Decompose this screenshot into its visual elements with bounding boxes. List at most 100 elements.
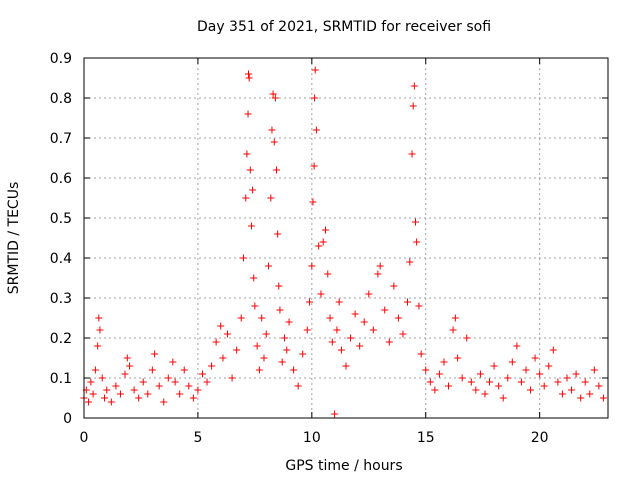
data-point [276, 306, 284, 314]
data-point [408, 150, 416, 158]
data-point [194, 386, 202, 394]
data-point [360, 318, 368, 326]
data-point [522, 366, 530, 374]
data-point [269, 90, 277, 98]
data-point [476, 370, 484, 378]
tick-layer: 0 0.1 0.2 0.3 0.4 0.5 0.6 0.7 0.8 0.9 0 5 10 15 20 [50, 51, 608, 446]
data-point [410, 82, 418, 90]
data-point [189, 394, 197, 402]
data-point [347, 334, 355, 342]
data-point [558, 390, 566, 398]
data-point [369, 326, 377, 334]
data-point [290, 366, 298, 374]
data-point [536, 370, 544, 378]
data-point [337, 346, 345, 354]
data-point [312, 126, 320, 134]
data-point [504, 374, 512, 382]
data-point [268, 126, 276, 134]
y-tick-label: 0.1 [50, 371, 72, 387]
x-tick-label: 0 [80, 430, 89, 446]
data-point [554, 378, 562, 386]
data-point [255, 366, 263, 374]
data-point [467, 378, 475, 386]
data-point [454, 354, 462, 362]
data-point [335, 298, 343, 306]
data-point [217, 322, 225, 330]
data-point [237, 314, 245, 322]
data-point [495, 382, 503, 390]
y-tick-label: 0.7 [50, 131, 72, 147]
data-point [326, 314, 334, 322]
data-point [249, 186, 257, 194]
data-point [310, 162, 318, 170]
data-point [250, 274, 258, 282]
data-point [385, 338, 393, 346]
data-point [381, 306, 389, 314]
data-points [80, 66, 607, 418]
data-point [431, 386, 439, 394]
y-axis-label: SRMTID / TECUs [6, 182, 22, 295]
data-point [581, 378, 589, 386]
data-point [426, 378, 434, 386]
data-point [406, 258, 414, 266]
data-point [595, 382, 603, 390]
data-point [243, 150, 251, 158]
data-point [351, 310, 359, 318]
chart-title: Day 351 of 2021, SRMTID for receiver sof… [197, 19, 491, 35]
data-point [91, 366, 99, 374]
data-point [508, 358, 516, 366]
data-point [123, 354, 131, 362]
y-tick-label: 0.9 [50, 51, 72, 67]
data-point [98, 374, 106, 382]
data-point [376, 262, 384, 270]
data-point [285, 318, 293, 326]
y-tick-label: 0 [63, 411, 72, 427]
data-point [198, 370, 206, 378]
data-point [103, 386, 111, 394]
data-point [267, 194, 275, 202]
data-point [135, 394, 143, 402]
data-point [333, 326, 341, 334]
data-point [324, 270, 332, 278]
data-point [463, 334, 471, 342]
data-point [247, 222, 255, 230]
data-point [258, 314, 266, 322]
data-point [513, 342, 521, 350]
y-tick-label: 0.8 [50, 91, 72, 107]
data-point [409, 102, 417, 110]
data-point [155, 382, 163, 390]
data-point [139, 378, 147, 386]
data-point [274, 230, 282, 238]
data-point [239, 254, 247, 262]
data-point [126, 362, 134, 370]
y-tick-label: 0.2 [50, 331, 72, 347]
data-point [331, 410, 339, 418]
data-point [253, 342, 261, 350]
data-point [160, 398, 168, 406]
data-point [164, 374, 172, 382]
data-point [394, 314, 402, 322]
data-point [422, 366, 430, 374]
data-point [299, 350, 307, 358]
data-point [308, 262, 316, 270]
plot-frame [83, 57, 609, 419]
data-point [85, 398, 93, 406]
data-point [311, 66, 319, 74]
data-point [451, 314, 459, 322]
data-point [309, 198, 317, 206]
data-point [517, 378, 525, 386]
data-point [568, 386, 576, 394]
data-point [176, 390, 184, 398]
data-point [356, 342, 364, 350]
data-point [101, 394, 109, 402]
data-point [116, 390, 124, 398]
x-tick-label: 15 [417, 430, 435, 446]
data-point [315, 242, 323, 250]
data-point [413, 238, 421, 246]
data-point [317, 290, 325, 298]
data-point [531, 354, 539, 362]
data-point [242, 194, 250, 202]
data-point [219, 354, 227, 362]
y-tick-label: 0.5 [50, 211, 72, 227]
data-point [458, 374, 466, 382]
